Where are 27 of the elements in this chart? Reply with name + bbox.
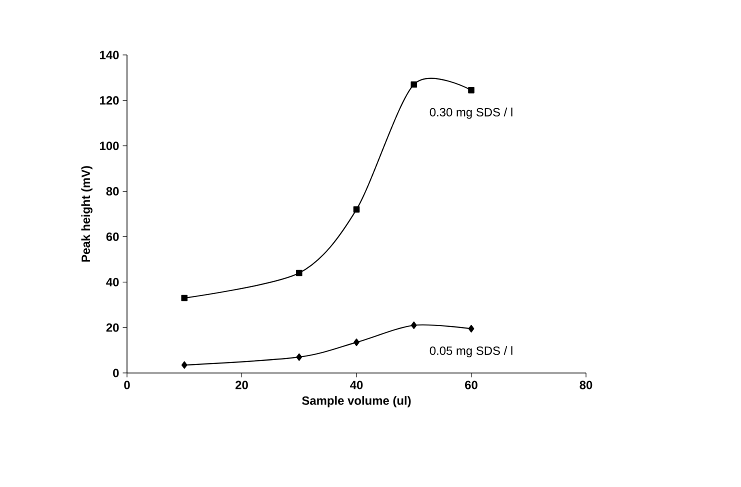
x-tick-label: 40 <box>350 380 363 390</box>
y-tick-label: 20 <box>106 323 119 332</box>
point <box>468 87 474 94</box>
series-label: 0.05 mg SDS / l <box>430 346 512 358</box>
y-tick-label: 60 <box>106 232 119 241</box>
point <box>468 324 474 332</box>
y-tick-label: 100 <box>100 142 119 150</box>
point <box>410 322 417 330</box>
y-tick-label: 120 <box>100 96 119 105</box>
series-label: 0.30 mg SDS / l <box>430 108 512 119</box>
x-axis-title: Sample volume (ul) <box>302 396 411 408</box>
y-tick-label: 40 <box>106 278 119 286</box>
point <box>181 361 188 369</box>
y-tick-label: 140 <box>100 50 119 60</box>
x-tick-label: 20 <box>236 380 248 390</box>
y-axis-title: Peak height (mV) <box>81 166 92 262</box>
point <box>181 294 188 302</box>
y-tick-label: 80 <box>106 187 119 196</box>
point <box>296 353 302 361</box>
point <box>296 270 302 276</box>
x-tick-label: 60 <box>465 380 478 390</box>
point <box>353 206 360 213</box>
point <box>354 338 360 346</box>
point <box>410 81 418 88</box>
x-tick-label: 0 <box>124 380 130 390</box>
y-tick-label: 0 <box>113 368 119 378</box>
x-tick-label: 80 <box>580 380 592 390</box>
